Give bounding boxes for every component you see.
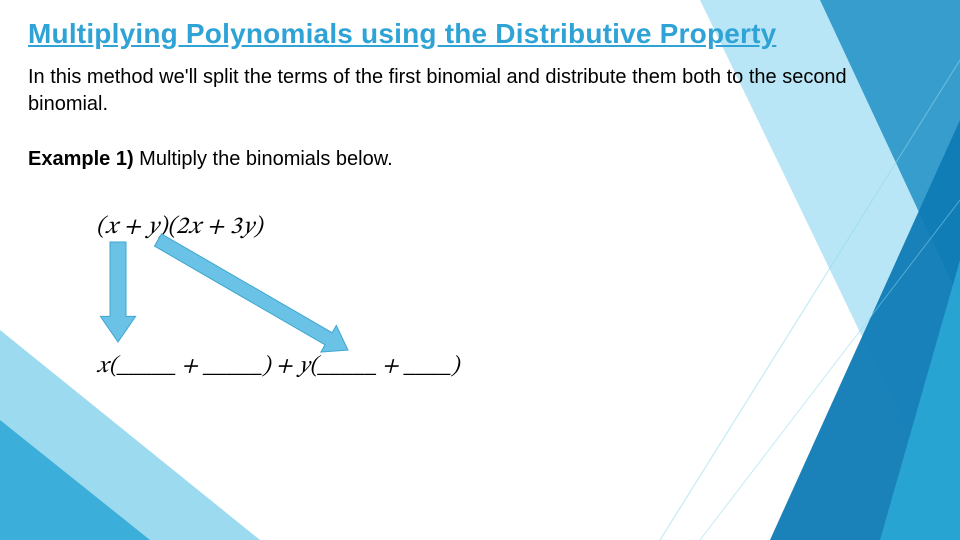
slide: Multiplying Polynomials using the Distri… bbox=[0, 0, 960, 540]
distribute-arrows bbox=[0, 0, 960, 540]
